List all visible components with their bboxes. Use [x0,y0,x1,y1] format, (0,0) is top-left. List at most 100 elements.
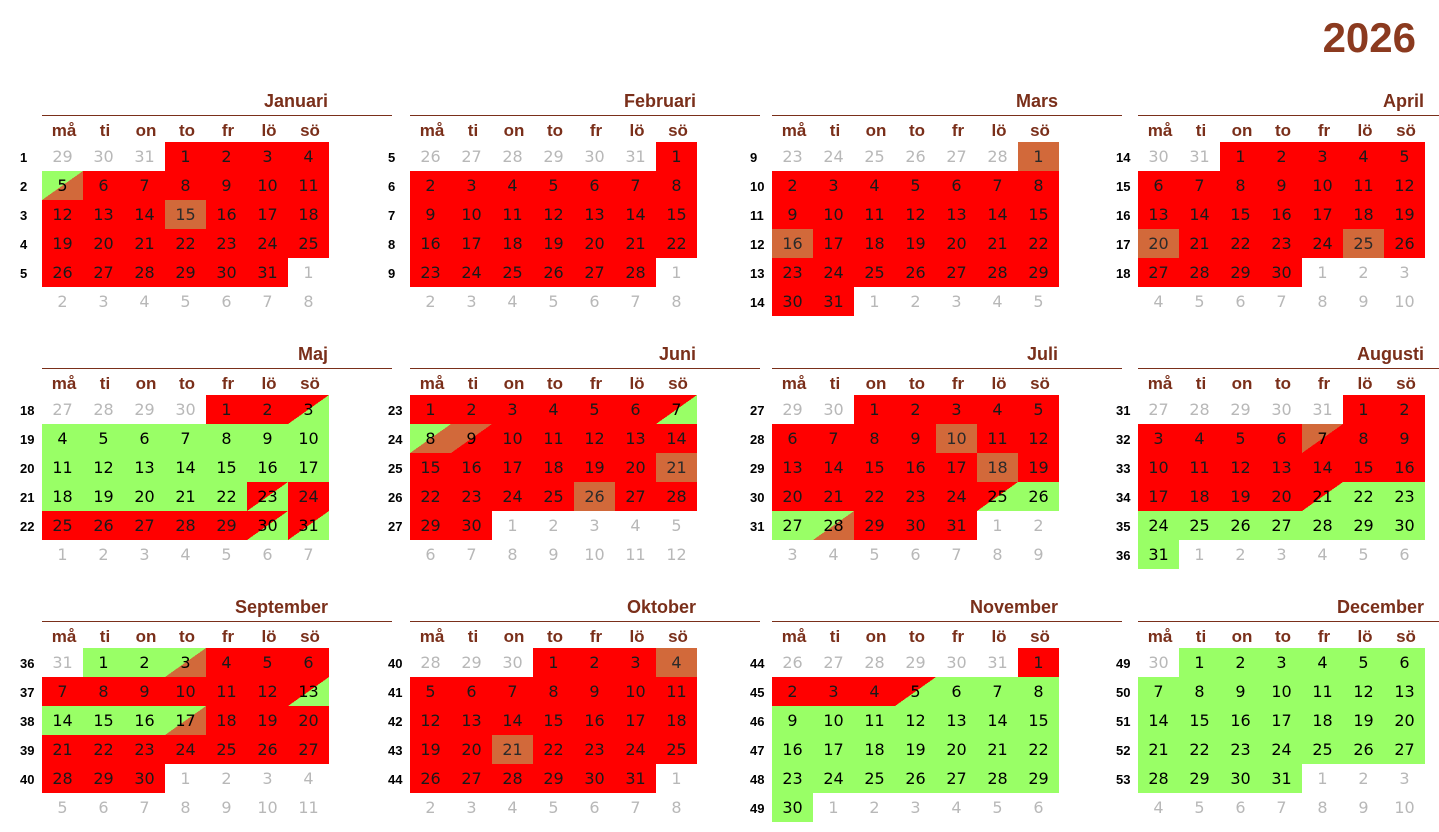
day-cell-outside: 8 [992,545,1003,564]
day-cell: 11 [1302,677,1343,706]
day-cell-outside: 4 [1317,545,1328,564]
weekday-header: on [865,627,887,646]
weekday-header: lö [991,121,1007,140]
day-cell: 3 [451,171,492,200]
week-number: 25 [388,461,403,476]
weekday-header: sö [300,374,320,393]
day-cell: 22 [1018,735,1059,764]
day-cell: 21 [615,229,656,258]
day-cell: 17 [615,706,656,735]
week-number: 18 [20,403,35,418]
day-cell: 15 [206,453,247,482]
day-cell: 1 [1343,395,1384,424]
day-cell: 26 [1384,229,1425,258]
day-cell: 21 [813,482,854,511]
day-cell: 24 [1302,229,1343,258]
weekday-header: lö [261,374,277,393]
day-cell-outside: 12 [666,545,687,564]
day-cell-outside: 29 [461,653,482,672]
day-cell-outside: 5 [1033,292,1044,311]
day-cell-outside: 29 [782,400,803,419]
day-cell: 17 [1261,706,1302,735]
week-number: 35 [1116,519,1131,534]
day-cell-outside: 28 [420,653,441,672]
day-cell: 14 [492,706,533,735]
day-cell: 12 [895,706,936,735]
week-number: 31 [1116,403,1131,418]
month-title: Mars [1015,91,1058,111]
day-cell: 21 [492,735,533,764]
week-number: 16 [1116,208,1131,223]
day-cell-outside: 30 [584,147,605,166]
day-cell: 29 [206,511,247,540]
weekday-header: fr [221,627,235,646]
day-cell-outside: 4 [951,798,962,817]
day-cell-outside: 6 [425,545,436,564]
day-cell-outside: 11 [625,545,646,564]
day-cell: 3 [247,142,288,171]
day-cell-outside: 5 [548,292,559,311]
day-cell: 14 [1179,200,1220,229]
day-cell: 26 [410,764,451,793]
day-cell: 27 [574,258,615,287]
day-cell-outside: 5 [1194,798,1205,817]
day-cell: 20 [1261,482,1302,511]
day-cell: 3 [165,648,206,677]
day-cell: 3 [813,677,854,706]
day-cell-outside: 30 [175,400,196,419]
day-cell: 31 [288,511,329,540]
day-cell: 26 [83,511,124,540]
day-cell: 15 [1018,706,1059,735]
weekday-header: lö [629,374,645,393]
day-cell: 13 [83,200,124,229]
weekday-header: må [1147,121,1173,140]
day-cell-outside: 2 [425,798,436,817]
day-cell: 16 [410,229,451,258]
day-cell: 2 [1384,395,1425,424]
day-cell: 30 [1261,258,1302,287]
day-cell: 23 [895,482,936,511]
weekday-header: må [51,121,77,140]
week-number: 27 [388,519,403,534]
week-number: 49 [1116,656,1131,671]
day-cell: 29 [854,511,895,540]
day-cell: 27 [936,764,977,793]
day-cell: 2 [124,648,165,677]
day-cell: 30 [247,511,288,540]
day-cell: 17 [451,229,492,258]
day-cell: 5 [895,171,936,200]
day-cell: 8 [1179,677,1220,706]
month-title: Oktober [626,597,696,617]
day-cell-outside: 5 [992,798,1003,817]
day-cell: 20 [124,482,165,511]
day-cell: 19 [42,229,83,258]
day-cell: 16 [772,735,813,764]
day-cell-outside: 1 [57,545,68,564]
day-cell: 5 [410,677,451,706]
week-number: 50 [1116,685,1131,700]
day-cell-outside: 2 [221,769,232,788]
title-rule [42,621,392,622]
day-cell: 19 [247,706,288,735]
day-cell-outside: 1 [1194,545,1205,564]
day-cell: 10 [288,424,329,453]
day-cell-outside: 9 [221,798,232,817]
day-cell: 28 [813,511,854,540]
day-cell: 1 [533,648,574,677]
day-cell-outside: 27 [461,147,482,166]
day-cell: 11 [533,424,574,453]
day-cell: 26 [1343,735,1384,764]
day-cell-outside: 9 [1358,292,1369,311]
day-cell: 8 [1018,677,1059,706]
day-cell: 19 [1220,482,1261,511]
day-cell: 2 [451,395,492,424]
day-cell-outside: 29 [134,400,155,419]
weekday-header: fr [1317,374,1331,393]
weekday-header: on [135,121,157,140]
weekday-header: lö [991,627,1007,646]
day-cell: 30 [574,764,615,793]
day-cell: 24 [165,735,206,764]
day-cell-outside: 7 [139,798,150,817]
week-number: 17 [1116,237,1131,252]
weekday-header: on [865,121,887,140]
